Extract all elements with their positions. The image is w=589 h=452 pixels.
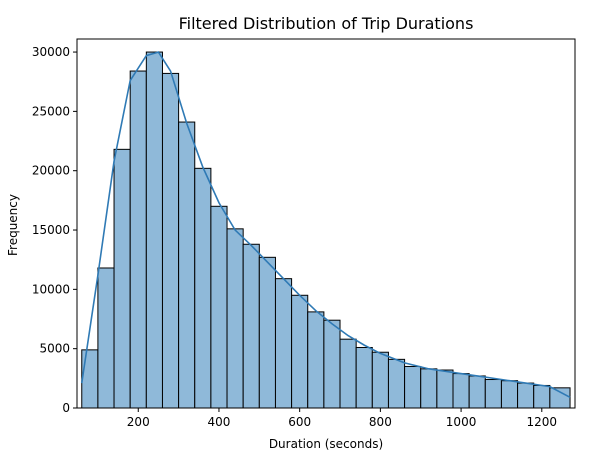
histogram-bars (81, 51, 571, 409)
x-tick-label: 1000 (446, 415, 477, 429)
chart-title: Filtered Distribution of Trip Durations (179, 14, 474, 33)
x-tick-label: 200 (127, 415, 150, 429)
x-tick-label: 1200 (527, 415, 558, 429)
x-tick-label: 600 (288, 415, 311, 429)
histogram-bar-9 (226, 228, 244, 409)
y-tick-label: 25000 (32, 104, 70, 118)
y-axis: 0 5000 10000 15000 20000 25000 30000 (32, 45, 77, 415)
histogram-bar-6 (178, 121, 196, 409)
histogram-bar-7 (194, 167, 212, 409)
histogram-bar-26 (500, 380, 519, 409)
histogram-bar-15 (323, 319, 341, 409)
histogram-bar-13 (291, 294, 309, 409)
x-tick-label: 800 (369, 415, 392, 429)
y-tick-label: 0 (62, 401, 70, 415)
histogram-bar-17 (355, 346, 373, 409)
histogram-bar-28 (533, 384, 551, 409)
histogram-bar-0 (81, 349, 99, 409)
y-tick-label: 20000 (32, 164, 70, 178)
histogram-bar-14 (307, 311, 325, 409)
y-axis-label: Frequency (6, 194, 20, 256)
histogram-bar-27 (517, 382, 535, 409)
y-tick-label: 5000 (39, 342, 70, 356)
y-tick-label: 30000 (32, 45, 70, 59)
histogram-bar-18 (371, 351, 389, 409)
histogram-bar-12 (274, 278, 293, 409)
x-tick-label: 400 (208, 415, 231, 429)
histogram-bar-23 (452, 373, 470, 409)
x-axis: 200 400 600 800 1000 1200 (127, 408, 557, 429)
histogram-bar-20 (404, 365, 422, 409)
histogram-bar-1 (97, 267, 115, 409)
histogram-bar-5 (161, 72, 180, 409)
histogram-bar-29 (549, 387, 571, 409)
histogram-bar-16 (339, 338, 357, 409)
histogram-bar-2 (113, 148, 131, 409)
histogram-bar-4 (145, 51, 163, 409)
histogram-bar-25 (484, 379, 502, 409)
histogram-bar-8 (210, 205, 228, 409)
y-tick-label: 15000 (32, 223, 70, 237)
histogram-bar-19 (387, 358, 406, 409)
histogram-bar-24 (468, 375, 486, 409)
plot-frame (76, 38, 576, 409)
kde-curve (80, 51, 571, 399)
histogram-bar-3 (129, 70, 147, 409)
y-tick-label: 10000 (32, 282, 70, 296)
histogram-bar-22 (436, 369, 454, 409)
histogram-bar-21 (420, 368, 438, 409)
histogram-bar-10 (242, 243, 260, 409)
x-axis-label: Duration (seconds) (269, 437, 383, 451)
histogram-bar-11 (258, 256, 276, 409)
